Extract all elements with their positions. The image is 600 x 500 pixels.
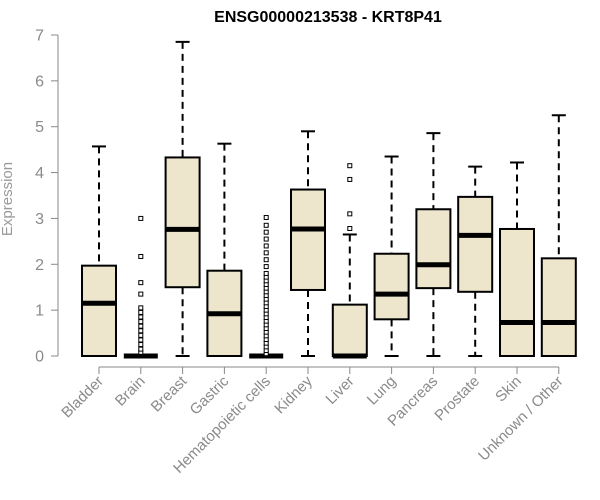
x-tick-label: Skin bbox=[492, 373, 525, 406]
y-tick-label: 0 bbox=[35, 349, 44, 366]
box-kidney bbox=[290, 130, 326, 357]
x-tick-label: Brain bbox=[112, 373, 149, 410]
outlier-point bbox=[263, 236, 269, 242]
y-axis-title: Expression bbox=[0, 162, 16, 236]
outlier-point bbox=[263, 257, 269, 263]
outlier-point bbox=[138, 346, 144, 352]
x-tick-label: Liver bbox=[323, 373, 358, 408]
box-unknown-other bbox=[540, 114, 577, 357]
outlier-point bbox=[263, 229, 269, 235]
y-tick-label: 1 bbox=[35, 303, 44, 320]
box-iqr bbox=[290, 188, 326, 291]
x-tick-label: Bladder bbox=[58, 373, 107, 422]
outlier-point bbox=[347, 163, 353, 169]
outlier-point bbox=[138, 215, 144, 221]
outlier-point bbox=[138, 342, 144, 348]
outlier-point bbox=[138, 319, 144, 325]
box-iqr bbox=[164, 156, 201, 289]
box-iqr bbox=[457, 195, 494, 293]
y-tick-label: 7 bbox=[35, 28, 44, 45]
box-iqr bbox=[373, 252, 410, 321]
outlier-point bbox=[138, 328, 144, 334]
box-lung bbox=[373, 155, 410, 357]
box-liver bbox=[331, 163, 368, 359]
outlier-point bbox=[347, 226, 353, 232]
y-axis: 0 1 2 3 4 5 6 7 bbox=[35, 28, 59, 366]
box-hematopoietic-cells bbox=[249, 215, 284, 359]
boxes-group bbox=[81, 40, 577, 359]
outlier-point bbox=[347, 211, 353, 217]
outlier-point bbox=[263, 264, 269, 270]
outlier-point bbox=[263, 270, 269, 276]
box-breast bbox=[164, 40, 201, 357]
x-tick-label: Breast bbox=[148, 372, 191, 415]
box-iqr bbox=[331, 303, 368, 358]
y-tick-label: 3 bbox=[35, 211, 44, 228]
y-tick-label: 5 bbox=[35, 119, 44, 136]
outlier-point bbox=[138, 332, 144, 338]
chart-title: ENSG00000213538 - KRT8P41 bbox=[214, 9, 442, 26]
outlier-point bbox=[138, 280, 144, 286]
outlier-point bbox=[263, 243, 269, 249]
box-brain bbox=[123, 215, 158, 359]
x-tick-label: Kidney bbox=[271, 372, 316, 417]
x-tick-label: Prostate bbox=[431, 373, 483, 425]
x-tick-label: Lung bbox=[364, 373, 400, 409]
outlier-point bbox=[263, 222, 269, 228]
outlier-point bbox=[263, 215, 269, 221]
outlier-point bbox=[138, 309, 144, 315]
y-tick-label: 2 bbox=[35, 257, 44, 274]
outlier-point bbox=[138, 314, 144, 320]
outlier-point bbox=[138, 291, 144, 297]
outlier-point bbox=[347, 176, 353, 182]
box-prostate bbox=[457, 165, 494, 357]
outlier-point bbox=[138, 305, 144, 311]
box-pancreas bbox=[415, 132, 452, 357]
outlier-point bbox=[138, 323, 144, 329]
box-iqr bbox=[540, 257, 577, 357]
box-iqr bbox=[81, 264, 117, 358]
outlier-point bbox=[263, 250, 269, 256]
outlier-point bbox=[138, 337, 144, 343]
outlier-point bbox=[138, 253, 144, 259]
y-tick-label: 6 bbox=[35, 73, 44, 90]
y-tick-label: 4 bbox=[35, 165, 44, 182]
box-skin bbox=[499, 161, 535, 357]
box-bladder bbox=[81, 145, 117, 358]
box-iqr bbox=[415, 208, 452, 290]
box-gastric bbox=[206, 142, 243, 358]
box-iqr bbox=[499, 227, 535, 357]
